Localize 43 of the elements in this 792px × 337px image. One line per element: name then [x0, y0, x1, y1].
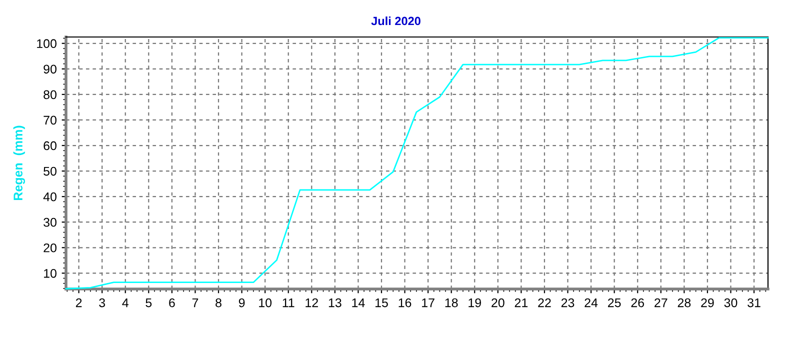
- x-tick-label: 2: [76, 298, 82, 308]
- x-tick-label: 3: [99, 298, 106, 308]
- y-tick-label: 80: [44, 90, 56, 100]
- chart-title: Juli 2020: [371, 16, 420, 26]
- x-tick-label: 5: [146, 298, 152, 308]
- y-tick-label: 50: [44, 166, 56, 176]
- x-tick-label: 31: [748, 298, 760, 308]
- x-tick-label: 26: [631, 298, 644, 308]
- x-tick-label: 24: [584, 298, 598, 308]
- x-tick-label: 13: [328, 298, 342, 308]
- y-tick-label: 100: [37, 39, 56, 48]
- x-tick-label: 12: [306, 298, 318, 308]
- x-tick-label: 7: [192, 298, 198, 308]
- x-tick-label: 16: [398, 298, 412, 308]
- x-tick-label: 8: [216, 298, 222, 308]
- x-tick-label: 23: [561, 298, 574, 308]
- x-tick-label: 19: [468, 298, 481, 308]
- y-tick-label: 40: [43, 192, 56, 202]
- x-tick-label: 21: [514, 298, 528, 308]
- y-tick-label: 10: [44, 268, 56, 278]
- y-tick-label: 60: [44, 141, 56, 150]
- x-tick-label: 30: [724, 298, 738, 308]
- x-tick-label: 11: [282, 298, 294, 308]
- x-tick-label: 20: [492, 298, 504, 308]
- x-tick-label: 25: [608, 298, 621, 308]
- y-tick-label: 20: [44, 243, 56, 252]
- y-tick-label: 30: [44, 218, 56, 227]
- x-tick-label: 10: [259, 298, 272, 308]
- x-tick-label: 29: [701, 298, 714, 308]
- y-tick-label: 90: [44, 64, 56, 74]
- x-tick-label: 22: [538, 298, 551, 308]
- x-tick-label: 6: [169, 298, 175, 308]
- x-tick-label: 4: [122, 298, 128, 308]
- x-tick-label: 28: [678, 298, 691, 308]
- x-tick-label: 18: [445, 298, 458, 308]
- y-tick-label: 70: [44, 116, 56, 125]
- x-tick-label: 27: [654, 298, 668, 308]
- x-tick-label: 17: [422, 298, 434, 308]
- x-tick-label: 14: [352, 298, 365, 308]
- y-axis-title: Regen (mm): [13, 126, 26, 200]
- line-series: [65, 37, 769, 290]
- x-tick-label: 9: [238, 298, 245, 308]
- x-tick-label: 15: [375, 298, 388, 308]
